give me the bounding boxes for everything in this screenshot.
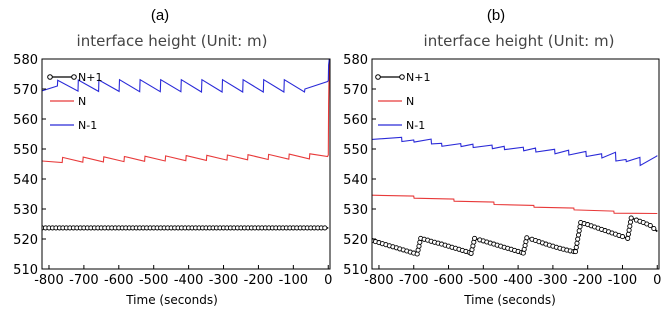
y-tick-label: 570 [13, 83, 38, 98]
series-n [42, 59, 330, 164]
y-tick-label: 560 [13, 113, 38, 128]
y-tick-label: 580 [13, 53, 38, 68]
legend-label: N-1 [78, 119, 97, 132]
x-tick-label: 0 [324, 273, 332, 288]
data-point [619, 234, 626, 240]
legend-label: N+1 [78, 71, 102, 84]
y-tick-label: 580 [343, 53, 368, 68]
legend-label: N [406, 95, 414, 108]
y-tick-label: 550 [13, 143, 38, 158]
y-tick-label: 560 [343, 113, 368, 128]
data-point [575, 236, 581, 242]
panel-b-plot: 510 520 530 540 550 560 570 580 -800 -700 -600 -500… [343, 53, 661, 288]
legend-label: N [78, 95, 86, 108]
y-tick-label: 520 [13, 233, 38, 248]
panel-b-label: (b) [487, 7, 505, 24]
data-point [572, 249, 579, 255]
data-point [322, 225, 328, 231]
legend: N+1 N N-1 [375, 71, 430, 132]
x-tick-label: -200 [244, 273, 274, 288]
x-tick-label: -200 [573, 273, 603, 288]
x-tick-label: -300 [209, 273, 239, 288]
data-point [524, 235, 530, 241]
y-tick-label: 540 [13, 173, 38, 188]
y-tick-label: 510 [343, 263, 368, 278]
data-point [627, 219, 634, 225]
data-point [472, 235, 478, 241]
data-point [647, 222, 653, 229]
y-tick-label: 530 [343, 203, 368, 218]
panel-a-label: (a) [151, 7, 169, 24]
panel-a-title: interface height (Unit: m) [77, 32, 268, 50]
panel-b-title: interface height (Unit: m) [424, 32, 615, 50]
y-tick-label: 520 [343, 233, 368, 248]
data-point [573, 244, 579, 250]
x-tick-label: -500 [139, 273, 169, 288]
legend: N+1 N N-1 [47, 71, 102, 132]
x-tick-label: -700 [69, 273, 99, 288]
data-point [575, 232, 582, 238]
series-line [372, 194, 658, 215]
x-tick-label: -700 [399, 273, 429, 288]
data-point [625, 231, 631, 237]
x-tick-label: -600 [104, 273, 134, 288]
legend-label: N+1 [406, 71, 430, 84]
plot-frame [371, 58, 660, 270]
y-tick-label: 530 [13, 203, 38, 218]
data-point [651, 225, 657, 232]
legend-marker [375, 74, 381, 80]
panel-a-plot: 510 520 530 540 550 560 570 580 -800 -700 -600 -500… [13, 53, 332, 288]
x-tick-label: -800 [34, 273, 64, 288]
x-tick-label: -300 [538, 273, 568, 288]
legend-label: N-1 [406, 119, 425, 132]
series-line [372, 136, 658, 167]
x-tick-label: -500 [469, 273, 499, 288]
x-tick-label: -100 [279, 273, 309, 288]
x-tick-label: -100 [608, 273, 638, 288]
x-tick-label: -800 [364, 273, 394, 288]
y-tick-label: 540 [343, 173, 368, 188]
legend-marker [399, 74, 405, 80]
data-point [628, 215, 634, 221]
series-nplus1 [372, 215, 658, 257]
x-tick-label: -400 [174, 273, 204, 288]
series-nplus1 [42, 225, 329, 231]
data-point [574, 240, 580, 246]
data-point [576, 228, 582, 234]
x-tick-label: -400 [503, 273, 533, 288]
series-line [42, 59, 330, 93]
series-nminus1 [42, 59, 330, 93]
x-tick-label: 0 [653, 273, 661, 288]
y-tick-label: 510 [13, 263, 38, 278]
y-tick-label: 570 [343, 83, 368, 98]
series-line [42, 59, 330, 164]
series-nminus1 [372, 136, 658, 167]
data-point [625, 235, 631, 241]
panel-a-xlabel: Time (seconds) [125, 293, 218, 307]
series-n [372, 194, 658, 215]
data-point [627, 223, 633, 229]
plot-frame [41, 58, 331, 270]
panel-b-xlabel: Time (seconds) [463, 293, 556, 307]
legend-marker [71, 74, 77, 80]
y-tick-label: 550 [343, 143, 368, 158]
x-tick-label: -600 [434, 273, 464, 288]
data-point [626, 227, 632, 233]
legend-marker [47, 74, 53, 80]
data-point [577, 224, 583, 230]
